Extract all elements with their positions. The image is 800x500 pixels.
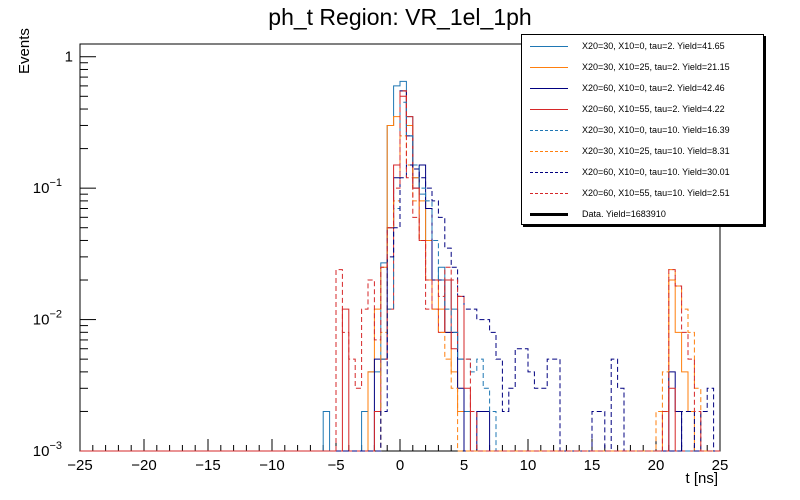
legend-entry: X20=60, X10=0, tau=10. Yield=30.01: [528, 166, 764, 180]
tick-labels: −25 −20 −15 −10 −5 0 5 10 15 20 25 10−3 10−2 10−1 1: [33, 49, 729, 474]
legend: X20=30, X10=0, tau=2. Yield=41.65 X20=30…: [521, 34, 764, 225]
legend-swatch: [530, 109, 568, 110]
y-axis-label: Events: [16, 28, 33, 74]
legend-label: X20=60, X10=55, tau=10. Yield=2.51: [582, 188, 730, 198]
y-tick-label: 10−1: [33, 177, 62, 197]
legend-swatch: [530, 172, 568, 173]
series-line: [80, 101, 720, 452]
legend-entry: X20=60, X10=0, tau=2. Yield=42.46: [528, 82, 764, 96]
legend-entry: X20=60, X10=55, tau=2. Yield=4.22: [528, 103, 764, 117]
chart-title: ph_t Region: VR_1el_1ph: [268, 4, 532, 30]
x-axis-label: t [ns]: [685, 470, 718, 487]
x-tick-label: 20: [648, 457, 665, 474]
legend-label: X20=60, X10=0, tau=2. Yield=42.46: [582, 83, 725, 93]
legend-label: X20=60, X10=55, tau=2. Yield=4.22: [582, 104, 725, 114]
y-tick-label: 10−3: [33, 440, 62, 460]
series-layer: [80, 80, 720, 452]
legend-entry: X20=60, X10=55, tau=10. Yield=2.51: [528, 187, 764, 201]
x-tick-label: −5: [327, 457, 344, 474]
x-tick-label: −15: [195, 457, 220, 474]
x-tick-label: 0: [396, 457, 404, 474]
legend-entry: X20=30, X10=25, tau=10. Yield=8.31: [528, 145, 764, 159]
legend-swatch: [530, 151, 568, 152]
legend-entry: X20=30, X10=25, tau=2. Yield=21.15: [528, 61, 764, 75]
legend-label: Data. Yield=1683910: [582, 209, 666, 219]
x-tick-label: 15: [584, 457, 601, 474]
series-line: [80, 164, 720, 452]
legend-swatch: [530, 88, 568, 89]
legend-label: X20=60, X10=0, tau=10. Yield=30.01: [582, 167, 730, 177]
x-tick-label: −20: [131, 457, 156, 474]
x-tick-label: 25: [712, 457, 729, 474]
legend-swatch: [530, 67, 568, 68]
legend-entry: X20=30, X10=0, tau=2. Yield=41.65: [528, 40, 764, 54]
legend-label: X20=30, X10=25, tau=10. Yield=8.31: [582, 146, 730, 156]
legend-swatch: [530, 193, 568, 194]
x-tick-label: 5: [460, 457, 468, 474]
series-line: [80, 90, 720, 452]
legend-entry: X20=30, X10=0, tau=10. Yield=16.39: [528, 124, 764, 138]
legend-swatch: [530, 130, 568, 131]
x-tick-label: −25: [67, 457, 92, 474]
legend-swatch: [530, 46, 568, 47]
y-tick-label: 10−2: [33, 309, 62, 329]
legend-swatch: [530, 213, 568, 216]
legend-label: X20=30, X10=0, tau=10. Yield=16.39: [582, 125, 730, 135]
legend-label: X20=30, X10=0, tau=2. Yield=41.65: [582, 41, 725, 51]
x-tick-label: 10: [520, 457, 537, 474]
y-tick-label: 1: [65, 49, 73, 66]
x-tick-label: −10: [259, 457, 284, 474]
legend-label: X20=30, X10=25, tau=2. Yield=21.15: [582, 62, 730, 72]
legend-entry: Data. Yield=1683910: [528, 208, 764, 222]
